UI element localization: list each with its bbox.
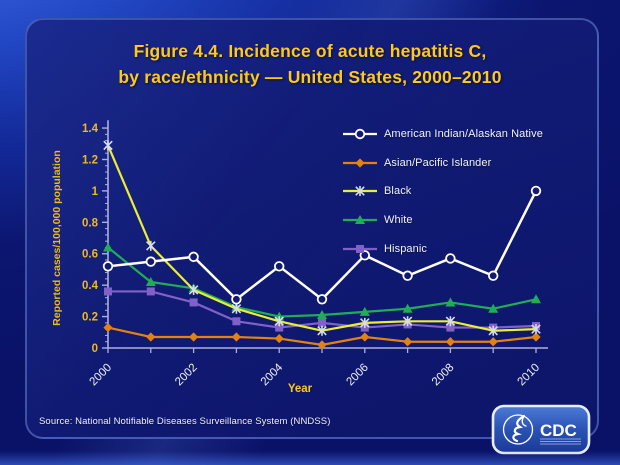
data-point-x bbox=[231, 303, 242, 314]
cdc-hhs-logo-graphic: CDC bbox=[491, 404, 591, 455]
data-point-x bbox=[360, 317, 370, 328]
legend-marker-icon bbox=[343, 244, 377, 253]
y-tick-label: 1.2 bbox=[82, 154, 98, 166]
legend-label: Hispanic bbox=[384, 242, 427, 255]
x-tick-label: 2000 bbox=[88, 362, 115, 389]
data-point-circle-open bbox=[488, 270, 499, 281]
cdc-wordmark: CDC bbox=[540, 421, 577, 440]
y-axis-title: Reported cases/100,000 population bbox=[51, 150, 63, 326]
legend-item-hispanic: Hispanic bbox=[342, 234, 543, 263]
legend-label: White bbox=[384, 214, 413, 227]
x-tick-label: 2004 bbox=[259, 361, 286, 388]
x-tick-label: 2010 bbox=[516, 362, 543, 389]
data-point-triangle bbox=[317, 310, 327, 320]
legend-item-american-indian-alaskan-native: American Indian/Alaskan Native bbox=[342, 120, 543, 149]
legend-marker-icon bbox=[343, 158, 377, 168]
data-point-circle-open bbox=[102, 261, 114, 272]
y-tick-label: 1 bbox=[92, 186, 99, 198]
data-point-triangle bbox=[359, 306, 370, 316]
data-point-diamond bbox=[103, 322, 113, 333]
data-point-square bbox=[232, 317, 241, 326]
source-note: Source: National Notifiable Diseases Sur… bbox=[39, 416, 331, 427]
data-point-circle-open bbox=[188, 251, 199, 263]
data-point-triangle bbox=[402, 303, 413, 313]
figure-title-line-1: Figure 4.4. Incidence of acute hepatitis… bbox=[133, 41, 487, 61]
data-point-square bbox=[446, 323, 455, 332]
data-point-x bbox=[531, 324, 541, 335]
hhs-emblem-icon bbox=[502, 414, 534, 445]
data-point-x bbox=[402, 316, 413, 327]
y-tick-label: 0 bbox=[92, 343, 98, 355]
data-point-x bbox=[188, 284, 199, 295]
legend-marker-icon bbox=[343, 215, 377, 225]
legend-item-white: White bbox=[342, 206, 543, 235]
y-tick-label: 0.6 bbox=[82, 249, 98, 261]
legend-marker-icon bbox=[343, 129, 377, 140]
cdc-hhs-logo: CDC bbox=[491, 404, 591, 456]
data-point-circle-open bbox=[402, 270, 413, 281]
data-point-diamond bbox=[531, 332, 541, 342]
data-point-circle-open bbox=[273, 261, 285, 272]
line-chart: 0 0.2 0.4 0.6 0.8 1 1.2 1.4 Reported cases/100,0… bbox=[51, 120, 548, 395]
cdc-wordmark-stripes bbox=[540, 438, 581, 445]
data-point-square bbox=[104, 287, 112, 296]
data-point-square bbox=[146, 287, 155, 296]
data-point-square bbox=[189, 298, 198, 307]
data-point-diamond bbox=[189, 332, 199, 342]
data-point-triangle bbox=[103, 242, 113, 252]
data-point-x bbox=[146, 240, 156, 251]
data-point-circle-open bbox=[145, 256, 157, 267]
y-tick-label: 0.4 bbox=[82, 280, 99, 292]
data-point-circle-open bbox=[316, 294, 328, 305]
legend-label: Black bbox=[384, 185, 412, 198]
data-point-diamond bbox=[445, 337, 455, 347]
legend-label: American Indian/Alaskan Native bbox=[384, 128, 543, 141]
chart-legend: American Indian/Alaskan Native Asian/Paci… bbox=[342, 120, 543, 263]
legend-item-black: Black bbox=[342, 177, 543, 206]
data-point-circle-open bbox=[359, 250, 371, 261]
data-point-diamond bbox=[488, 337, 498, 347]
data-point-circle-open bbox=[530, 185, 542, 197]
data-point-diamond bbox=[146, 332, 156, 342]
data-point-x bbox=[488, 325, 498, 336]
legend-marker-icon bbox=[343, 186, 377, 197]
legend-item-asian-pacific-islander: Asian/Pacific Islander bbox=[342, 149, 543, 178]
figure-title: Figure 4.4. Incidence of acute hepatitis… bbox=[30, 38, 590, 90]
y-tick-label: 1.4 bbox=[82, 123, 99, 135]
data-point-triangle bbox=[488, 303, 499, 313]
slide-panel bbox=[25, 18, 599, 439]
data-point-triangle bbox=[145, 277, 156, 287]
legend-label: Asian/Pacific Islander bbox=[384, 156, 492, 169]
data-point-square bbox=[318, 318, 326, 327]
data-point-square bbox=[275, 323, 284, 332]
data-point-x bbox=[317, 325, 327, 336]
data-point-diamond bbox=[231, 332, 241, 342]
data-point-circle-open bbox=[445, 253, 456, 264]
data-point-triangle bbox=[531, 294, 541, 304]
y-tick-label: 0.8 bbox=[82, 217, 99, 229]
data-point-diamond bbox=[403, 337, 413, 347]
x-tick-label: 2002 bbox=[173, 362, 200, 389]
data-point-triangle bbox=[445, 297, 456, 307]
data-point-diamond bbox=[274, 333, 284, 344]
y-tick-label: 0.2 bbox=[82, 312, 98, 324]
data-point-x bbox=[274, 316, 284, 327]
x-axis-title: Year bbox=[288, 383, 313, 395]
x-tick-label: 2006 bbox=[344, 362, 371, 389]
data-point-circle-open bbox=[231, 294, 242, 305]
data-point-x bbox=[445, 316, 456, 327]
x-tick-label: 2008 bbox=[430, 362, 457, 389]
data-point-x bbox=[103, 140, 113, 151]
data-point-diamond bbox=[360, 332, 370, 342]
figure-title-line-2: by race/ethnicity — United States, 2000–… bbox=[118, 67, 502, 87]
